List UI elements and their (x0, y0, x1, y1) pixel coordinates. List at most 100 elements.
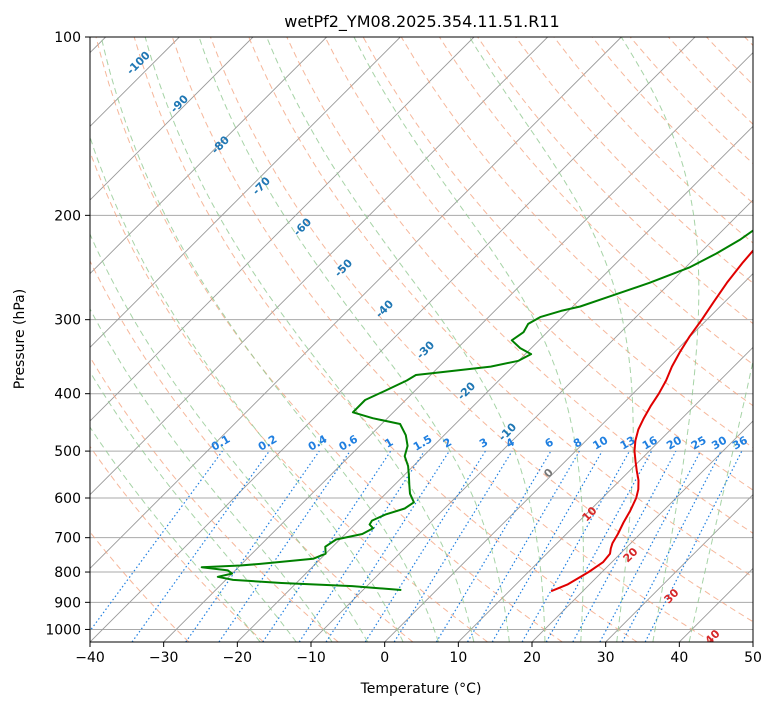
data-lines (200, 229, 753, 593)
x-tick-label: 50 (744, 650, 762, 666)
mixing-ratio-line (572, 450, 677, 642)
moist-adiabat-line (198, 37, 510, 642)
mixing-ratio-line (393, 450, 513, 642)
dry-adiabat-label: -20 (455, 379, 478, 402)
mixing-ratio-line (491, 450, 603, 642)
moist-adiabat-line (266, 37, 546, 642)
mixing-ratio-line (185, 450, 320, 642)
dry-adiabat-label: 20 (621, 545, 641, 565)
isotherm-line (90, 37, 475, 422)
mixing-ratio-line (545, 450, 653, 642)
dry-adiabat-line (515, 37, 753, 284)
moist-adiabat-line (688, 358, 753, 642)
y-tick-label: 200 (54, 208, 81, 224)
moist-adiabat-line (90, 370, 297, 642)
dry-adiabat-line (438, 37, 753, 366)
dry-adiabat-line (553, 37, 753, 244)
isotherm-line (90, 37, 254, 201)
mixing-ratio-label: 3 (477, 436, 490, 451)
x-tick-label: 20 (523, 650, 541, 666)
moist-adiabat-line (469, 37, 634, 642)
x-axis-label: Temperature (°C) (360, 681, 482, 697)
y-tick-label: 500 (54, 444, 81, 460)
x-tick-label: 10 (449, 650, 467, 666)
moist-adiabat-line (90, 426, 261, 642)
x-tick-label: 0 (380, 650, 389, 666)
isotherm-line (679, 567, 753, 642)
y-tick-label: 900 (54, 595, 81, 611)
axis-ticks: −40 −30 −20 −10 0 10 20 30 40 5010020030040050060… (45, 30, 762, 666)
mixing-ratio-label: 1.5 (411, 433, 434, 454)
chart-title: wetPf2_YM08.2025.354.11.51.R11 (284, 12, 559, 32)
dry-adiabat-label: -10 (496, 420, 519, 443)
moist-adiabat-line (90, 135, 404, 642)
moist-adiabat-line (620, 37, 700, 642)
mixing-ratio-label: 25 (689, 434, 709, 453)
isotherm-line (605, 494, 753, 642)
mixing-ratio-label: 6 (543, 435, 556, 450)
dry-adiabat-line (90, 531, 190, 642)
plot-frame (89, 36, 754, 643)
mixing-ratio-label: 30 (709, 433, 729, 452)
dry-adiabat-label: -40 (373, 297, 396, 320)
y-tick-label: 600 (54, 491, 81, 507)
isotherm-line (163, 52, 753, 642)
mixing-ratio-line (90, 450, 223, 632)
y-tick-label: 800 (54, 565, 81, 581)
mixing-ratio-label: 0.6 (337, 432, 361, 453)
x-tick-label: −20 (223, 650, 253, 666)
moist-adiabat-line (353, 37, 584, 642)
dewpoint-line (200, 229, 753, 591)
mixing-ratio-line (521, 450, 631, 642)
dry-adiabat-line (210, 37, 753, 623)
dry-adiabat-line (286, 37, 753, 534)
temperature-line (550, 249, 753, 593)
y-tick-label: 700 (54, 531, 81, 547)
x-tick-label: −40 (75, 650, 105, 666)
mixing-ratio-label: 36 (730, 433, 750, 452)
y-tick-label: 100 (54, 30, 81, 46)
dry-adiabat-label: -100 (124, 48, 153, 77)
dry-adiabat-line (90, 356, 339, 642)
background-lines: 0.1 0.2 0.4 0.6 1 1.5 2 3 4 6 8 10 13 16 20 25 30 36-100-… (90, 37, 753, 647)
isotherm-line (752, 641, 753, 642)
dry-adiabat-line (133, 37, 638, 642)
dry-adiabat-line (706, 37, 753, 86)
dry-adiabat-line (90, 445, 264, 642)
y-tick-label: 300 (54, 313, 81, 329)
dry-adiabat-line (90, 150, 488, 642)
dry-adiabat-label: 40 (703, 627, 723, 647)
isotherm-line (90, 37, 696, 642)
isotherm-line (90, 37, 327, 275)
y-axis-label: Pressure (hPa) (12, 289, 28, 389)
isotherm-line (90, 37, 548, 496)
x-tick-label: 40 (670, 650, 688, 666)
mixing-ratio-line (435, 450, 552, 642)
moist-adiabat-line (100, 37, 439, 642)
isotherm-line (237, 125, 753, 642)
dry-adiabat-line (591, 37, 753, 204)
dry-adiabat-label: -50 (332, 256, 355, 279)
y-tick-label: 1000 (45, 622, 81, 638)
mixing-ratio-line (466, 450, 580, 642)
isotherm-line (384, 273, 753, 642)
isotherm-line (90, 37, 401, 348)
dry-adiabat-line (248, 37, 753, 578)
isotherm-line (310, 199, 753, 642)
x-tick-label: −30 (149, 650, 179, 666)
mixing-ratio-line (298, 450, 425, 642)
mixing-ratio-label: 0.1 (209, 433, 232, 454)
mixing-ratio-line (325, 450, 450, 642)
isotherm-line (90, 37, 622, 569)
mixing-ratio-label: 10 (591, 433, 611, 452)
dry-adiabat-line (90, 259, 414, 642)
mixing-ratio-label: 8 (571, 436, 584, 451)
mixing-ratio-line (218, 450, 351, 642)
moist-adiabat-line (90, 308, 333, 642)
dry-adiabat-label: -30 (414, 338, 437, 361)
dry-adiabat-line (171, 37, 712, 642)
dry-adiabat-line (744, 37, 753, 47)
mixing-ratio-line (599, 450, 702, 642)
mixing-ratio-line (364, 450, 486, 642)
